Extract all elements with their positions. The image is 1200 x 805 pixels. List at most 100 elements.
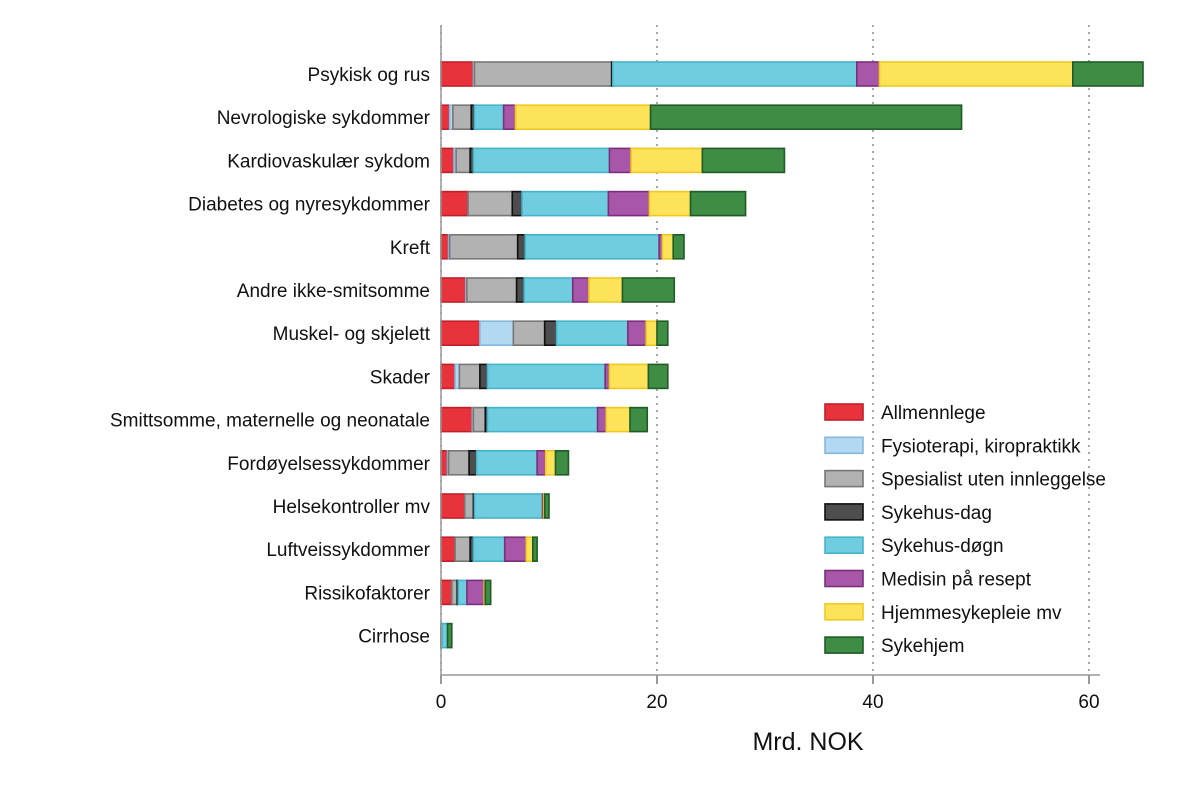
bar-segment (656, 320, 669, 347)
category-label: Nevrologiske sykdommer (217, 108, 431, 129)
category-label: Kreft (390, 238, 431, 259)
bar-segment (608, 363, 650, 390)
bar-segment (649, 104, 963, 130)
bar-segment (440, 449, 449, 476)
legend-swatch (824, 403, 864, 421)
bar-segment (475, 449, 538, 476)
bar-segment (486, 363, 606, 390)
bar-segment (596, 406, 608, 433)
bar-segment (458, 363, 481, 390)
bar-segment (473, 493, 544, 519)
x-tick-label: 0 (436, 692, 447, 713)
category-label: Skader (370, 367, 431, 388)
category-label: Cirrhose (358, 627, 430, 648)
bar-segment (440, 579, 453, 606)
bar-segment (472, 147, 611, 174)
legend-label: Allmennlege (881, 403, 986, 424)
legend: Allmennlege Fysioterapi, kiropraktikk Spes… (824, 403, 1106, 657)
bar-segment (648, 190, 692, 217)
bar-segment (450, 579, 458, 606)
bar-segment (523, 277, 574, 303)
bar-segment (543, 493, 550, 519)
bar-segment (463, 493, 475, 519)
category-label: Fordøyelsessykdommer (227, 454, 430, 475)
bar-segment (524, 234, 660, 260)
bar-segment (440, 61, 475, 87)
bar-segment (689, 190, 747, 217)
bar-segment (701, 147, 786, 174)
legend-swatch (824, 636, 864, 654)
bar-segment (484, 579, 492, 606)
bar-segment (472, 406, 487, 433)
bar-segment (588, 277, 624, 303)
bar-segment (611, 61, 858, 87)
legend-label: Fysioterapi, kiropraktikk (881, 436, 1081, 457)
category-label: Smittsomme, maternelle og neonatale (110, 411, 430, 432)
bar-segment (554, 449, 570, 476)
bar-segment (455, 147, 471, 174)
category-label: Helsekontroller mv (273, 497, 431, 518)
bar-segment (466, 277, 518, 303)
bar-segment (447, 449, 470, 476)
x-tick-label: 40 (862, 692, 883, 713)
bar-segment (479, 363, 489, 390)
legend-swatch (824, 503, 864, 521)
bar-segment (457, 579, 468, 606)
bar-segment (486, 406, 599, 433)
bar-segment (440, 536, 456, 563)
legend-label: Sykehjem (881, 636, 964, 657)
bar-segment (855, 61, 881, 87)
bar-segment (608, 147, 632, 174)
legend-swatch (824, 469, 864, 488)
bar-segment (503, 536, 528, 563)
x-axis: 0 20 40 60 (436, 25, 1100, 713)
category-label: Psykisk og rus (308, 65, 430, 86)
bar-segment (440, 277, 467, 303)
bar-segment (440, 190, 469, 217)
bar-segment (440, 320, 481, 347)
bar-segment (607, 190, 651, 217)
bar-segment (440, 104, 451, 130)
x-tick-label: 20 (646, 692, 667, 713)
bar-segment (479, 320, 515, 347)
bar-segment (440, 493, 466, 519)
legend-swatch (824, 536, 864, 555)
bars (440, 61, 1144, 649)
category-label: Diabetes og nyresykdommer (188, 195, 430, 216)
legend-swatch (824, 602, 864, 621)
category-label: Andre ikke-smitsomme (237, 281, 430, 302)
bar-segment (473, 61, 613, 87)
bar-segment (440, 406, 474, 433)
bar-segment (544, 449, 557, 476)
bar-segment (672, 234, 685, 260)
bar-segment (555, 320, 629, 347)
legend-swatch (824, 436, 864, 455)
bar-segment (536, 449, 547, 476)
category-label: Rissikofaktorer (304, 583, 430, 604)
bar-segment (448, 234, 519, 260)
bar-segment (514, 104, 652, 130)
bar-segment (440, 363, 456, 390)
bar-segment (647, 363, 669, 390)
bar-segment (605, 406, 631, 433)
x-axis-label: Mrd. NOK (752, 728, 863, 756)
bar-segment (629, 406, 649, 433)
bar-segment (452, 104, 473, 130)
x-tick-label: 60 (1078, 692, 1099, 713)
bar-segment (543, 320, 558, 347)
bar-segment (661, 234, 675, 260)
bar-segment (502, 104, 517, 130)
legend-swatch (824, 569, 864, 588)
bar-segment (441, 622, 449, 649)
bar-segment (525, 536, 534, 563)
bar-segment (531, 536, 538, 563)
category-label: Kardiovaskulær sykdom (227, 151, 430, 172)
bar-segment (454, 536, 471, 563)
legend-label: Hjemmesykepleie mv (881, 603, 1062, 624)
bar-segment (468, 449, 478, 476)
category-labels: Psykisk og rus Nevrologiske sykdommer Kard… (110, 65, 431, 648)
legend-label: Sykehus-døgn (881, 536, 1004, 557)
bar-segment (645, 320, 658, 347)
bar-segment (878, 61, 1074, 87)
